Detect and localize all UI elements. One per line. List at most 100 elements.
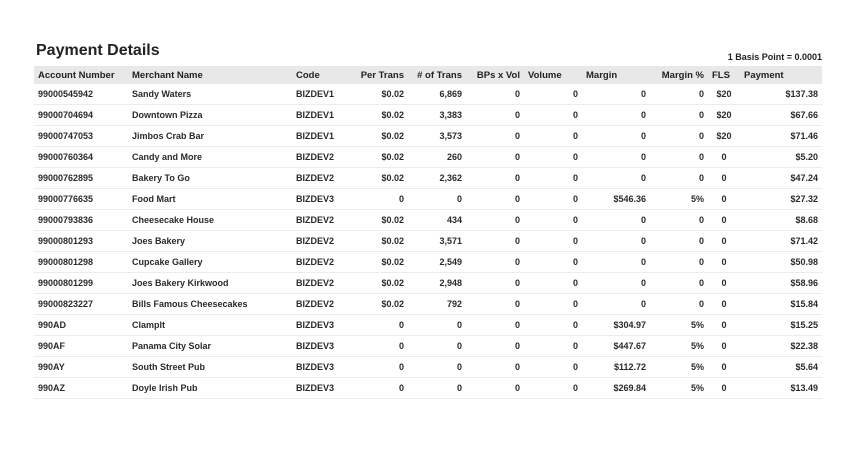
- bps-vol-cell: 0: [466, 146, 524, 168]
- table-row[interactable]: 99000801298 Cupcake Gallery BIZDEV2 $0.02 2,…: [34, 251, 822, 273]
- merchant-name-cell: Doyle Irish Pub: [128, 377, 292, 399]
- margin-cell: 0: [582, 125, 650, 147]
- payment-cell: $15.25: [740, 314, 822, 336]
- margin-pct-cell: 0: [650, 272, 708, 294]
- merchant-name-cell: Joes Bakery Kirkwood: [128, 272, 292, 294]
- payment-cell: $5.20: [740, 146, 822, 168]
- bps-vol-cell: 0: [466, 84, 524, 105]
- volume-cell: 0: [524, 188, 582, 210]
- code-cell: BIZDEV2: [292, 146, 356, 168]
- col-bps-vol[interactable]: BPs x Vol: [476, 69, 520, 81]
- merchant-name-cell: Bakery To Go: [128, 167, 292, 189]
- margin-pct-cell: 0: [650, 167, 708, 189]
- code-cell: BIZDEV2: [292, 272, 356, 294]
- fls-cell: 0: [708, 167, 740, 189]
- volume-cell: 0: [524, 167, 582, 189]
- code-cell: BIZDEV1: [292, 84, 356, 105]
- account-number-cell: 99000793836: [34, 209, 128, 231]
- code-cell: BIZDEV2: [292, 167, 356, 189]
- num-trans-cell: 434: [408, 209, 466, 231]
- table-row[interactable]: 99000801293 Joes Bakery BIZDEV2 $0.02 3,571 0…: [34, 230, 822, 252]
- fls-cell: 0: [708, 251, 740, 273]
- margin-pct-cell: 5%: [650, 188, 708, 210]
- table-row[interactable]: 99000823227 Bills Famous Cheesecakes BIZDE…: [34, 293, 822, 315]
- volume-cell: 0: [524, 272, 582, 294]
- col-margin[interactable]: Margin: [586, 69, 618, 81]
- merchant-name-cell: Food Mart: [128, 188, 292, 210]
- col-code[interactable]: Code: [296, 69, 320, 81]
- account-number-cell: 99000823227: [34, 293, 128, 315]
- col-volume[interactable]: Volume: [528, 69, 562, 81]
- fls-cell: 0: [708, 188, 740, 210]
- fls-cell: 0: [708, 293, 740, 315]
- code-cell: BIZDEV3: [292, 377, 356, 399]
- account-number-cell: 990AF: [34, 335, 128, 357]
- bps-vol-cell: 0: [466, 125, 524, 147]
- code-cell: BIZDEV2: [292, 230, 356, 252]
- col-fls[interactable]: FLS: [712, 69, 730, 81]
- table-row[interactable]: 99000747053 Jimbos Crab Bar BIZDEV1 $0.02 3,…: [34, 125, 822, 147]
- payment-cell: $71.42: [740, 230, 822, 252]
- table-row[interactable]: 99000762895 Bakery To Go BIZDEV2 $0.02 2,362…: [34, 167, 822, 189]
- col-num-trans[interactable]: # of Trans: [417, 69, 462, 81]
- volume-cell: 0: [524, 377, 582, 399]
- payment-cell: $22.38: [740, 335, 822, 357]
- account-number-cell: 99000801293: [34, 230, 128, 252]
- col-merchant-name[interactable]: Merchant Name: [132, 69, 203, 81]
- per-trans-cell: $0.02: [356, 209, 408, 231]
- bps-vol-cell: 0: [466, 230, 524, 252]
- code-cell: BIZDEV1: [292, 104, 356, 126]
- col-account-number[interactable]: Account Number: [38, 69, 115, 81]
- merchant-name-cell: Sandy Waters: [128, 84, 292, 105]
- basis-point-note: 1 Basis Point = 0.0001: [727, 52, 822, 62]
- fls-cell: $20: [708, 84, 740, 105]
- payment-cell: $15.84: [740, 293, 822, 315]
- account-number-cell: 99000760364: [34, 146, 128, 168]
- per-trans-cell: $0.02: [356, 293, 408, 315]
- table-row[interactable]: 990AY South Street Pub BIZDEV3 0 0 0 0 $112.72 5…: [34, 356, 822, 378]
- code-cell: BIZDEV2: [292, 293, 356, 315]
- merchant-name-cell: Panama City Solar: [128, 335, 292, 357]
- merchant-name-cell: Cupcake Gallery: [128, 251, 292, 273]
- margin-cell: $447.67: [582, 335, 650, 357]
- per-trans-cell: 0: [356, 356, 408, 378]
- fls-cell: 0: [708, 230, 740, 252]
- table-row[interactable]: 990AZ Doyle Irish Pub BIZDEV3 0 0 0 0 $269.84 5%…: [34, 377, 822, 399]
- table-row[interactable]: 99000776635 Food Mart BIZDEV3 0 0 0 0 $546.36 5%…: [34, 188, 822, 210]
- num-trans-cell: 792: [408, 293, 466, 315]
- num-trans-cell: 2,362: [408, 167, 466, 189]
- volume-cell: 0: [524, 146, 582, 168]
- payment-table: Account Number Merchant Name Code Per Tr…: [34, 66, 822, 399]
- col-margin-pct[interactable]: Margin %: [661, 69, 704, 81]
- table-row[interactable]: 99000545942 Sandy Waters BIZDEV1 $0.02 6,869…: [34, 84, 822, 105]
- payment-cell: $50.98: [740, 251, 822, 273]
- col-payment[interactable]: Payment: [744, 69, 784, 81]
- payment-cell: $58.96: [740, 272, 822, 294]
- payment-cell: $67.66: [740, 104, 822, 126]
- table-row[interactable]: 99000760364 Candy and More BIZDEV2 $0.02 260…: [34, 146, 822, 168]
- per-trans-cell: $0.02: [356, 84, 408, 105]
- bps-vol-cell: 0: [466, 188, 524, 210]
- col-per-trans[interactable]: Per Trans: [360, 69, 404, 81]
- fls-cell: 0: [708, 146, 740, 168]
- margin-pct-cell: 0: [650, 293, 708, 315]
- num-trans-cell: 0: [408, 314, 466, 336]
- table-row[interactable]: 99000793836 Cheesecake House BIZDEV2 $0.02 4…: [34, 209, 822, 231]
- num-trans-cell: 0: [408, 335, 466, 357]
- table-row[interactable]: 99000704694 Downtown Pizza BIZDEV1 $0.02 3,3…: [34, 104, 822, 126]
- account-number-cell: 99000545942: [34, 84, 128, 105]
- table-row[interactable]: 990AD Clamplt BIZDEV3 0 0 0 0 $304.97 5% 0 $15.25: [34, 314, 822, 336]
- fls-cell: $20: [708, 125, 740, 147]
- payment-cell: $47.24: [740, 167, 822, 189]
- table-row[interactable]: 99000801299 Joes Bakery Kirkwood BIZDEV2 $0…: [34, 272, 822, 294]
- bps-vol-cell: 0: [466, 293, 524, 315]
- volume-cell: 0: [524, 84, 582, 105]
- fls-cell: 0: [708, 335, 740, 357]
- per-trans-cell: $0.02: [356, 146, 408, 168]
- margin-cell: $112.72: [582, 356, 650, 378]
- volume-cell: 0: [524, 209, 582, 231]
- num-trans-cell: 3,383: [408, 104, 466, 126]
- volume-cell: 0: [524, 125, 582, 147]
- table-row[interactable]: 990AF Panama City Solar BIZDEV3 0 0 0 0 $447.67…: [34, 335, 822, 357]
- num-trans-cell: 0: [408, 356, 466, 378]
